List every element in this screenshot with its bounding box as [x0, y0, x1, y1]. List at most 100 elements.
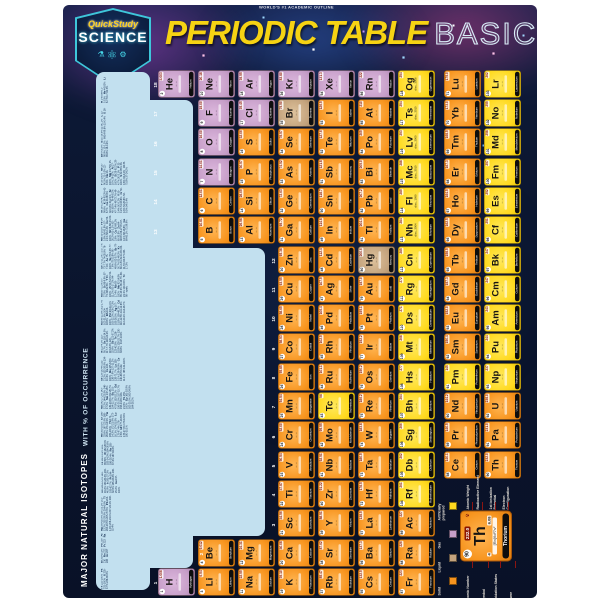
element-tile-face: 71 175.0Lu Lutetium — [444, 70, 481, 98]
legend-atomic-number: 90 — [463, 549, 472, 558]
element-tile-face: 118 294 Og disc. 2006 Oganesson — [398, 70, 435, 98]
element-tile: 63 152.0Eu Europium — [444, 304, 481, 332]
element-symbol: Hs — [404, 370, 416, 383]
electron-config-chip — [464, 368, 467, 386]
element-tile-face: 70 173.0Yb Ytterbium — [444, 99, 481, 127]
isotope-band-text: H 1-99.99% 2-0.01%He 4-100%Li 6-7.5% 7-9… — [101, 77, 153, 103]
isotope-symbol: Ag — [114, 307, 118, 312]
discovery-note: disc. 2010 — [414, 165, 418, 179]
atomic-weight: 251 — [485, 218, 490, 225]
atomic-weight: 102.9 — [319, 335, 324, 345]
isotope-panel-title-main: MAJOR NATURAL ISOTOPES — [80, 452, 90, 587]
isotope-symbol: Sn — [103, 340, 107, 345]
element-tile: 54 131.3Xe Xenon — [318, 70, 355, 98]
isotope-symbol: Ar — [101, 209, 104, 213]
element-name: Bromine — [309, 100, 314, 126]
electron-config-chip — [218, 104, 221, 122]
electron-config-chip — [464, 133, 467, 152]
isotope-symbol: Re — [108, 447, 112, 452]
element-tile-face: 91 231.0Pa Protactinium — [484, 421, 521, 450]
atomic-weight: 65.38 — [279, 247, 284, 257]
micro-text — [501, 423, 505, 448]
atomic-weight: 168.9 — [445, 130, 450, 140]
isotope-symbol: Mo — [117, 284, 121, 289]
isotope-band-text: Ta 180-0.01% 181-99.99%W 182-26.5% 183-1… — [101, 439, 256, 465]
element-name: Tungsten — [389, 423, 394, 448]
element-symbol: Bi — [364, 166, 376, 177]
atomic-weight: 167.3 — [445, 159, 450, 169]
atomic-number: 21 — [279, 530, 285, 536]
atomic-weight: 22.99 — [239, 569, 244, 579]
micro-text — [295, 394, 299, 419]
micro-text — [375, 365, 379, 390]
element-name: Titanium — [309, 481, 314, 507]
atomic-weight: 137.3 — [359, 540, 364, 550]
atomic-number: 92 — [485, 412, 491, 419]
electron-config-chip — [218, 221, 221, 239]
atomic-weight: 262 — [485, 71, 490, 78]
element-tile: 69 168.9Tm Thulium — [444, 128, 481, 157]
atomic-number: 26 — [279, 383, 285, 389]
title-suffix: BASIC — [434, 15, 537, 51]
atomic-number: 62 — [445, 354, 451, 360]
element-tile-face: 5 10.81B Boron — [198, 216, 235, 244]
element-tile: 114 289 Fl disc. 1999 Flerovium — [398, 187, 435, 215]
element-symbol: Tc — [324, 400, 336, 412]
element-name: Radon — [389, 71, 394, 96]
atomic-number: 19 — [279, 588, 285, 595]
micro-text — [175, 72, 179, 97]
atomic-number: 70 — [445, 119, 451, 126]
micro-text — [295, 159, 299, 184]
isotope-band: Ge 70-21.2% 72-27.7% 73-7.7% 74-35.9% 76… — [101, 243, 251, 269]
state-swatch — [449, 502, 457, 510]
element-name: Silicon — [269, 188, 274, 214]
atomic-number: 64 — [445, 295, 451, 302]
electron-config-chip — [338, 426, 341, 445]
element-tile: 55 132.9Cs Cesium — [358, 568, 395, 596]
micro-text — [501, 277, 505, 302]
electron-config-chip — [504, 397, 507, 415]
element-symbol: Rb — [324, 575, 336, 589]
atomic-weight: 88.91 — [319, 511, 324, 521]
group-label: 3 — [268, 519, 280, 531]
element-tile: 74 183.8W Tungsten — [358, 421, 395, 450]
isotope-symbol: Sm — [106, 395, 110, 401]
isotope-symbol: Fe — [101, 221, 104, 225]
element-symbol: Ra — [404, 546, 416, 559]
isotope-symbol: Pr — [122, 369, 126, 373]
isotope-symbol: Sr — [103, 285, 107, 289]
atomic-weight: 173.0 — [445, 100, 450, 110]
atomic-weight: 58.93 — [279, 335, 284, 345]
electron-config-chip — [504, 368, 507, 386]
element-symbol: Sr — [324, 547, 336, 558]
atomic-weight: 14.01 — [199, 159, 204, 169]
atomic-number: 82 — [359, 207, 365, 214]
element-symbol: Rh — [324, 341, 336, 354]
atomic-weight: 69.72 — [279, 218, 284, 228]
micro-text — [215, 218, 219, 243]
isotope-symbol: Ne — [101, 167, 104, 172]
element-name: Mendelevium — [515, 130, 520, 155]
electron-config-chip — [218, 133, 221, 152]
electron-config-chip — [258, 133, 261, 152]
electron-config-chip — [418, 397, 421, 415]
state-swatch — [449, 554, 457, 562]
element-symbol: Ni — [284, 313, 296, 323]
electron-config-chip — [378, 133, 381, 152]
element-tile: 47 107.9Ag Silver — [318, 275, 355, 303]
electron-config-chip — [338, 543, 341, 562]
atomic-weight: 247 — [485, 247, 490, 254]
isotope-band-text: Mn 55-100%Fe 54-5.8% 56-91.8% 57-2.1% 58… — [101, 215, 191, 241]
